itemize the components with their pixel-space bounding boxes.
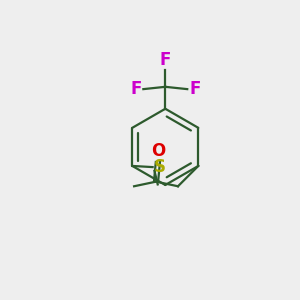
- Text: S: S: [153, 158, 165, 176]
- Text: F: F: [189, 80, 200, 98]
- Text: F: F: [160, 51, 171, 69]
- Text: O: O: [151, 142, 165, 160]
- Text: F: F: [130, 80, 142, 98]
